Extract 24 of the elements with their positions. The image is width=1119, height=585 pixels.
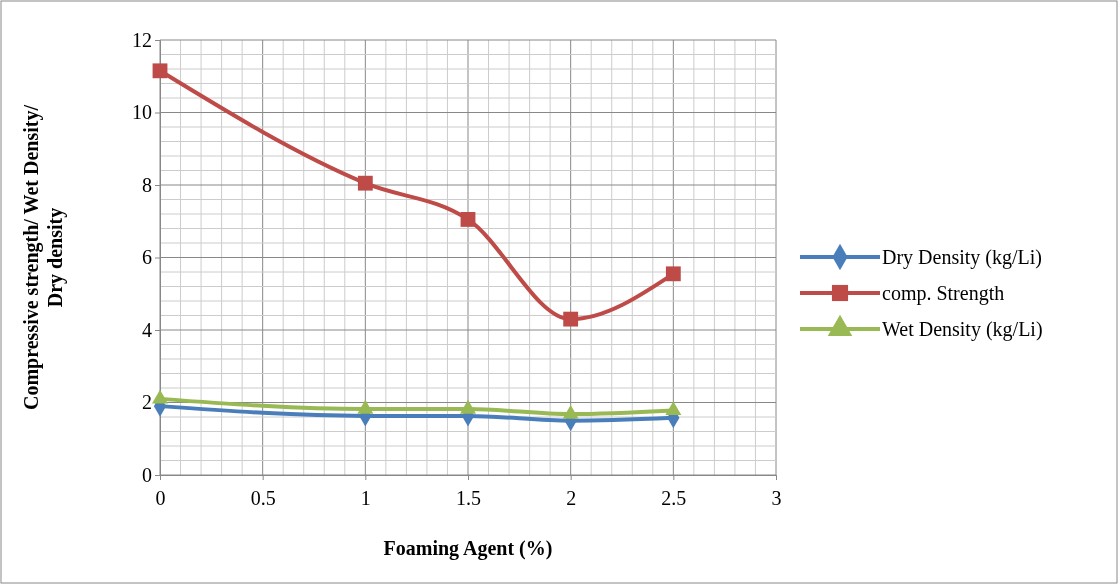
y-tick-label: 6: [142, 246, 152, 269]
point: [152, 63, 168, 79]
y-tick-label: 4: [142, 318, 152, 341]
x-tick-label: 0.5: [250, 487, 276, 509]
x-tick-label: 1: [360, 487, 371, 509]
x-tick-label: 2: [566, 487, 577, 509]
point: [665, 401, 682, 416]
point: [665, 266, 681, 282]
legend-label: Wet Density (kg/Li): [882, 318, 1043, 341]
y-axis-title: Compressive strength/ Wet Density/ Dry density: [20, 104, 67, 410]
point: [563, 311, 579, 327]
y-tick-label: 12: [132, 28, 152, 51]
point: [357, 175, 373, 191]
x-tick-label: 3: [771, 487, 782, 509]
point: [460, 212, 476, 227]
y-tick-label: 8: [142, 173, 152, 196]
y-tick-label: 0: [142, 463, 152, 486]
y-tick-label: 2: [142, 391, 152, 414]
x-tick-label: 1.5: [456, 487, 481, 509]
x-axis-title: Foaming Agent (%): [383, 537, 553, 560]
legend-label: Dry Density (kg/Li): [882, 246, 1042, 269]
y-tick-label: 10: [132, 101, 152, 124]
x-tick-label: 2.5: [661, 487, 687, 509]
legend-label: comp. Strength: [882, 282, 1005, 305]
